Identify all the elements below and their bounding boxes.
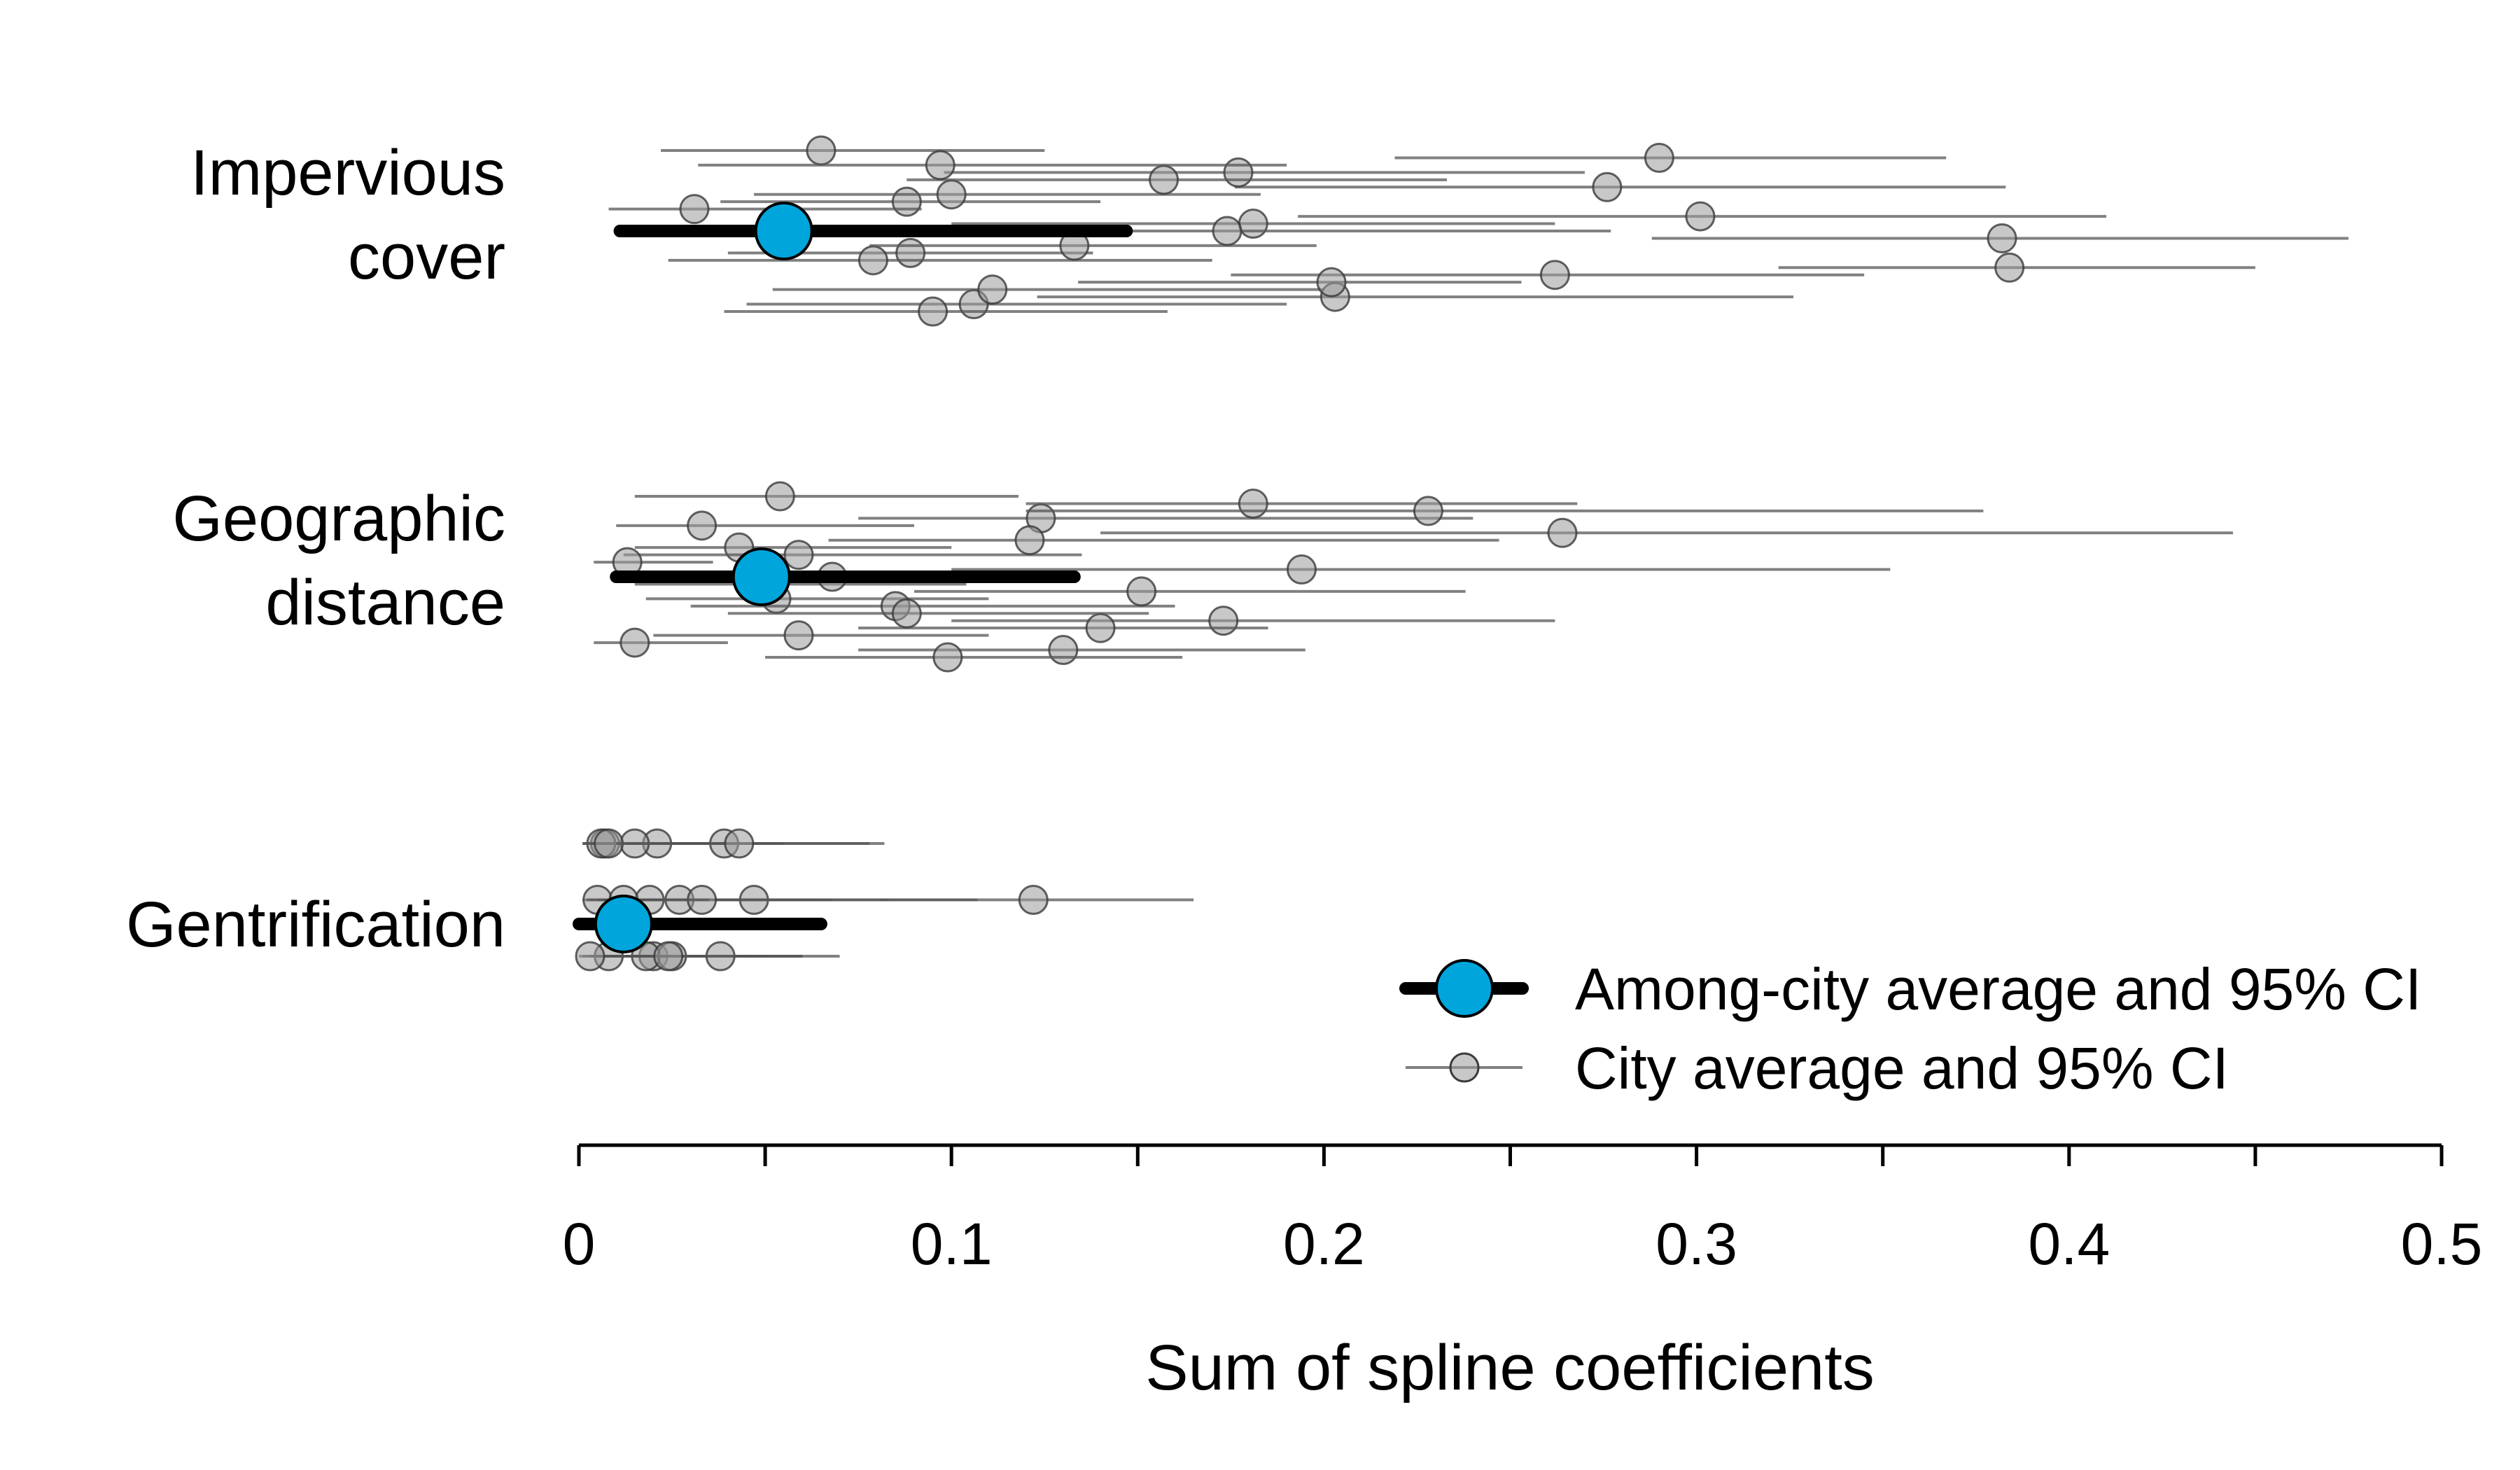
- impervious-cover-city-point: [1212, 216, 1242, 246]
- gentrification-category-label: Gentrification: [126, 889, 505, 960]
- gentrification-among-city-point: [594, 895, 653, 953]
- x-axis: 0 0.1 0.2 0.3 0.4 0.5: [563, 1143, 2483, 1277]
- impervious-cover-among-city-point: [754, 202, 813, 260]
- x-tick-label: 0.3: [1656, 1211, 1737, 1277]
- gentrification-city-point: [1018, 885, 1049, 915]
- x-tick-label: 0: [563, 1211, 596, 1277]
- impervious-cover-city-point: [1223, 157, 1254, 188]
- gentrification-city-point: [653, 941, 684, 972]
- geographic-distance-city-point: [891, 598, 922, 629]
- geographic-distance-city-point: [687, 510, 718, 541]
- impervious-cover-city-point: [679, 194, 710, 225]
- impervious-cover-city-point: [891, 186, 922, 217]
- legend-label-city: City average and 95% CI: [1575, 1035, 2229, 1101]
- impervious-cover-city-point: [1644, 142, 1674, 173]
- legend: Among-city average and 95% CI City averag…: [1399, 956, 2421, 1101]
- geographic-distance-city-point: [1208, 606, 1239, 636]
- legend-among-city-marker: [1435, 959, 1494, 1018]
- impervious-cover-city-point: [1592, 172, 1623, 202]
- impervious-cover-city-point: [858, 245, 888, 276]
- impervious-cover-city-point: [1316, 267, 1347, 298]
- impervious-cover-city-point: [977, 274, 1008, 305]
- impervious-cover-city-point: [1238, 209, 1268, 239]
- geographic-distance-category-label: Geographic: [172, 483, 505, 554]
- geographic-distance-city-point: [764, 481, 795, 512]
- geographic-distance-city-point: [1238, 488, 1268, 519]
- impervious-cover-city-point: [895, 237, 926, 268]
- geographic-distance-city-point: [783, 540, 814, 570]
- geographic-distance-city-point: [1014, 525, 1045, 556]
- geographic-distance-category-label: distance: [265, 567, 505, 638]
- geographic-distance-among-city-point: [732, 547, 791, 606]
- geographic-distance-city-point: [620, 627, 650, 658]
- geographic-distance-city-point: [1085, 612, 1116, 643]
- city-estimates-layer: [575, 135, 2348, 972]
- impervious-cover-city-point: [925, 150, 955, 181]
- geographic-distance-city-point: [1413, 496, 1443, 526]
- among-city-estimates-layer: [573, 202, 1133, 953]
- impervious-cover-city-point: [1149, 164, 1180, 195]
- legend-city-marker: [1449, 1052, 1480, 1083]
- gentrification-city-point: [724, 828, 755, 859]
- geographic-distance-city-point: [1286, 554, 1317, 585]
- impervious-cover-city-point: [1539, 260, 1570, 290]
- category-labels: Impervious cover Geographic distance Gentrif…: [126, 137, 505, 960]
- impervious-cover-category-label: cover: [348, 221, 505, 293]
- geographic-distance-city-point: [1048, 635, 1079, 666]
- x-tick-label: 0.1: [911, 1211, 993, 1277]
- gentrification-city-point: [575, 941, 606, 972]
- x-tick-label: 0.4: [2028, 1211, 2110, 1277]
- impervious-cover-city-point: [806, 135, 836, 166]
- geographic-distance-city-point: [932, 642, 963, 673]
- impervious-cover-city-point: [918, 296, 948, 327]
- impervious-cover-city-point: [936, 179, 967, 210]
- x-tick-label: 0.5: [2401, 1211, 2483, 1277]
- legend-label-among: Among-city average and 95% CI: [1575, 956, 2421, 1022]
- geographic-distance-city-point: [783, 620, 814, 651]
- geographic-distance-city-point: [1126, 576, 1157, 607]
- impervious-cover-city-point: [1994, 252, 2025, 283]
- geographic-distance-city-point: [1547, 517, 1578, 548]
- impervious-cover-city-point: [1685, 201, 1716, 232]
- impervious-cover-city-point: [1987, 223, 2017, 253]
- x-axis-title: Sum of spline coefficients: [1145, 1332, 1875, 1404]
- impervious-cover-category-label: Impervious: [190, 137, 505, 209]
- x-tick-label: 0.2: [1283, 1211, 1365, 1277]
